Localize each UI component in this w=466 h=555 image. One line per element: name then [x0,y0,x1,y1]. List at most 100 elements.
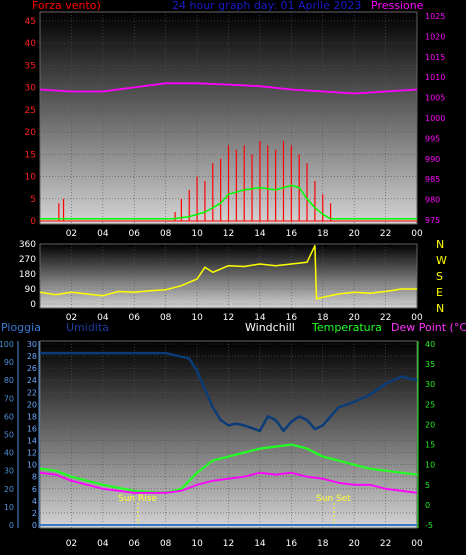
direction-tick-label: 0 [30,300,36,310]
humidity-tick-label: 8 [32,473,37,482]
x-tick-label: 14 [254,539,266,549]
compass-n-top: N [436,238,444,251]
umidita-label: Umidita [66,321,109,334]
direction-tick-label: 180 [19,270,36,280]
rain-tick-label: 90 [4,358,14,367]
pressure-axis-label: Pressione [371,0,424,12]
wind-tick-label: 30 [25,84,37,94]
humidity-tick-label: 18 [27,412,37,421]
pressure-line [39,82,418,95]
temperature-tick-label: 15 [425,441,435,450]
x-tick-label: 18 [317,313,329,323]
wind-tick-label: 20 [25,128,37,138]
x-tick-label: 18 [317,539,329,549]
rain-tick-label: 20 [4,485,14,494]
direction-tick-label: 270 [19,255,36,265]
humidity-tick-label: 12 [27,449,37,458]
wind-tick-label: 25 [25,106,36,116]
humidity-tick-label: 24 [27,376,37,385]
rain-tick-label: 0 [9,521,14,530]
rain-tick-label: 60 [4,412,14,421]
x-tick-label: 02 [66,313,77,323]
wind-tick-label: 40 [25,39,37,49]
humidity-tick-label: 26 [27,364,37,373]
pressure-tick-label: 980 [425,196,440,205]
pressure-tick-label: 1000 [425,114,445,123]
x-tick-label: 00 [411,539,423,549]
compass-e: E [436,286,443,299]
x-tick-label: 14 [254,229,266,239]
x-tick-label: 14 [254,313,266,323]
wind-tick-label: 0 [30,217,36,227]
humidity-line [40,351,418,433]
x-tick-label: 08 [160,313,172,323]
x-tick-label: 04 [97,229,109,239]
humidity-tick-label: 28 [27,352,37,361]
x-tick-label: 04 [97,539,109,549]
x-tick-label: 10 [191,313,203,323]
sun-set-label: Sun Set [316,494,351,504]
x-tick-label: 08 [160,229,172,239]
pressure-tick-label: 985 [425,175,440,184]
pressure-tick-label: 1015 [425,53,445,62]
x-tick-label: 20 [348,229,360,239]
x-tick-label: 10 [191,229,203,239]
x-tick-label: 06 [129,313,141,323]
humidity-tick-label: 4 [32,497,37,506]
pressure-tick-label: 995 [425,134,440,143]
rain-tick-label: 100 [0,340,14,349]
wind-tick-label: 5 [30,195,36,205]
rain-tick-label: 80 [4,376,14,385]
windchill-label: Windchill [245,321,295,334]
dewpoint-line [39,471,418,494]
compass-w: W [436,254,447,267]
x-tick-label: 16 [286,313,298,323]
temperature-tick-label: 5 [425,481,430,490]
wind-tick-label: 10 [25,173,37,183]
pressure-tick-label: 1025 [425,12,445,21]
x-tick-label: 02 [66,539,77,549]
x-tick-label: 16 [286,229,298,239]
compass-s: S [436,270,443,283]
x-tick-label: 20 [348,313,360,323]
humidity-tick-label: 10 [27,461,37,470]
humidity-tick-label: 22 [27,388,37,397]
humidity-tick-label: 6 [32,485,37,494]
temperature-tick-label: 20 [425,420,435,429]
x-tick-label: 12 [223,539,234,549]
dewpoint-label: Dew Point (°C) [391,321,466,334]
temperature-tick-label: 0 [425,501,430,510]
rain-tick-label: 50 [4,431,14,440]
pressure-tick-label: 1020 [425,32,445,41]
pressure-tick-label: 975 [425,216,440,225]
direction-tick-label: 360 [19,240,36,250]
temperature-tick-label: 25 [425,400,435,409]
x-tick-label: 08 [160,539,172,549]
humidity-tick-label: 16 [27,424,37,433]
x-tick-label: 16 [286,539,298,549]
x-tick-label: 22 [380,539,391,549]
x-tick-label: 00 [411,229,423,239]
x-tick-label: 12 [223,313,234,323]
pressure-tick-label: 1010 [425,73,445,82]
compass-n-bottom: N [436,302,444,315]
x-tick-label: 06 [129,229,141,239]
humidity-tick-label: 20 [27,400,37,409]
wind-tick-label: 35 [25,61,36,71]
temperature-tick-label: 40 [425,340,435,349]
humidity-tick-label: 30 [27,340,37,349]
temperatura-label: Temperatura [311,321,382,334]
wind-tick-label: 45 [25,17,36,27]
rain-tick-label: 30 [4,467,14,476]
pioggia-label: Pioggia [1,321,41,334]
x-tick-label: 22 [380,313,391,323]
wind-direction-panel [39,243,418,309]
pressure-tick-label: 990 [425,155,440,164]
x-tick-label: 22 [380,229,391,239]
x-tick-label: 06 [129,539,141,549]
wind-tick-label: 15 [25,150,36,160]
rain-tick-label: 70 [4,394,14,403]
direction-tick-label: 90 [25,285,37,295]
